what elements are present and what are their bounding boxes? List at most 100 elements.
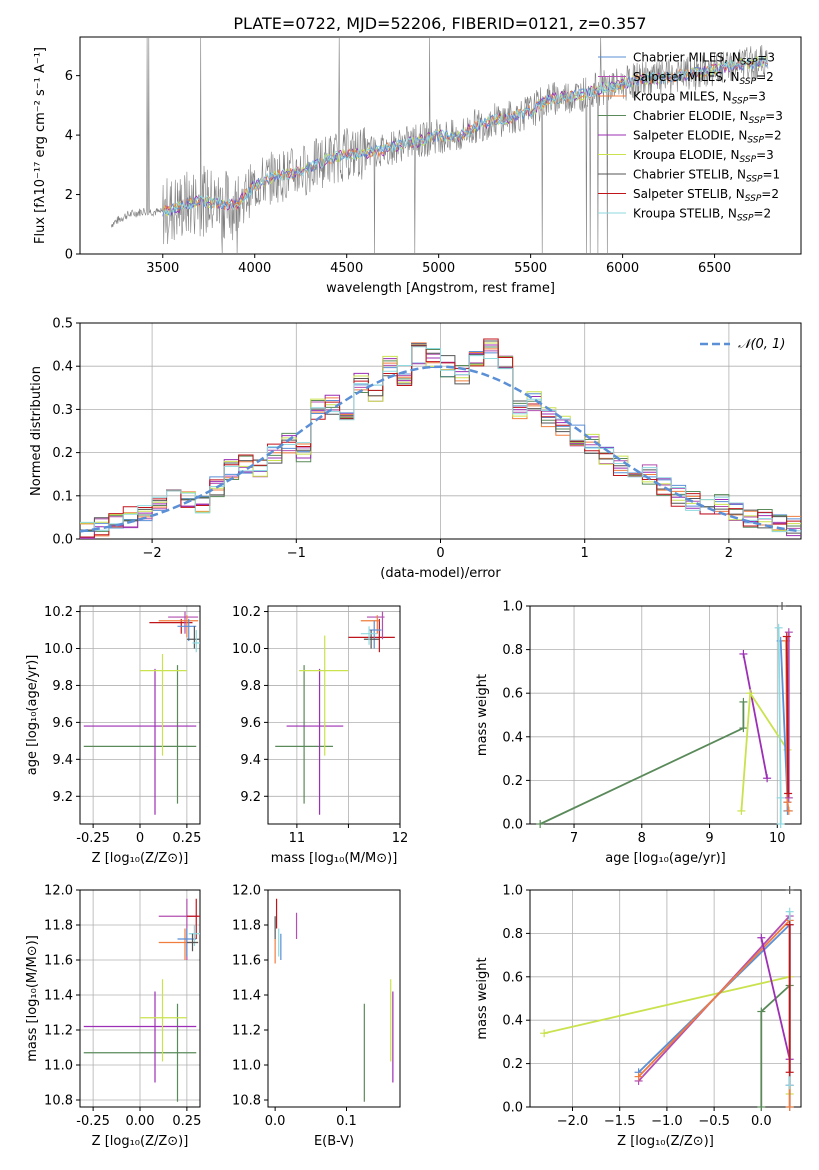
y-tick-label: 0.8 — [502, 927, 523, 942]
model-spectrum-kroupa_miles — [162, 57, 768, 213]
legend-label-chabrier_stelib: Chabrier STELIB, NSSP=1 — [633, 168, 780, 185]
x-tick-label: 0.25 — [172, 1114, 201, 1129]
x-tick-label: −1.5 — [604, 1114, 636, 1129]
y-axis-label: mass weight — [475, 957, 490, 1039]
x-axis-label: Z [log₁₀(Z/Z⊙)] — [617, 1134, 714, 1149]
x-tick-label: -0.25 — [76, 831, 110, 846]
x-axis-label: (data-model)/error — [380, 566, 501, 581]
x-tick-label: −2 — [143, 546, 162, 561]
y-tick-label: 12.0 — [232, 884, 261, 899]
y-tick-label: 10.2 — [44, 605, 73, 620]
chart-mass_vs_Z: -0.25 0.00 0.25 10.8 11.0 11.2 11.4 11.6 11.8 12.… — [25, 884, 201, 1150]
axes-frame — [267, 605, 401, 825]
y-axis-label: Normed distribution — [29, 366, 44, 496]
y-tick-label: 11.2 — [44, 1024, 73, 1039]
y-tick-label: 10.2 — [232, 605, 261, 620]
y-tick-label: 1.0 — [502, 600, 523, 615]
weight-line-chabrier_elodie — [760, 984, 791, 1107]
weight-line-salpeter_elodie — [760, 937, 791, 1060]
x-tick-label: 5500 — [514, 261, 547, 276]
axes-frame — [529, 605, 802, 825]
y-tick-label: 9.6 — [52, 716, 73, 731]
x-tick-label: 1 — [581, 546, 589, 561]
x-tick-label: −1 — [287, 546, 306, 561]
y-tick-label: 0.4 — [52, 360, 73, 375]
legend-label-kroupa_miles: Kroupa MILES, NSSP=3 — [633, 90, 766, 107]
axes-frame — [529, 889, 802, 1108]
x-axis-label: Z [log₁₀(Z/Z⊙)] — [92, 1134, 189, 1149]
y-tick-label: 10.8 — [44, 1094, 73, 1109]
weight-line-salpeter_stelib — [785, 636, 789, 794]
x-tick-label: 0 — [136, 831, 144, 846]
axes-frame — [79, 36, 802, 255]
chart-mass_vs_ebv: 0.0 0.1 10.8 11.0 11.2 11.4 11.6 11.8 12.0 E(B-V) — [232, 884, 401, 1149]
y-tick-label: 0.1 — [52, 489, 73, 504]
legend-label-salpeter_miles: Salpeter MILES, NSSP=2 — [633, 70, 774, 87]
x-tick-label: 0.0 — [265, 1114, 286, 1129]
y-tick-label: 0.4 — [502, 730, 523, 745]
y-tick-label: 0 — [65, 248, 73, 263]
y-tick-label: 0.2 — [52, 446, 73, 461]
x-tick-label: 0.0 — [751, 1114, 772, 1129]
y-tick-label: 0.2 — [502, 774, 523, 789]
x-tick-label: −2.0 — [557, 1114, 589, 1129]
x-tick-label: 5000 — [422, 261, 455, 276]
y-axis-label: age [log₁₀(age/yr)] — [25, 655, 40, 776]
x-axis-label: mass [log₁₀(M/M⊙)] — [271, 851, 398, 866]
x-tick-label: 8 — [638, 831, 646, 846]
y-tick-label: 11.4 — [44, 989, 73, 1004]
y-tick-label: 11.8 — [44, 919, 73, 934]
x-tick-label: 11 — [289, 831, 306, 846]
chart-weight_vs_age: 7 8 9 10 0.0 0.2 0.4 0.6 0.8 1.0 age [log₁₀(age/yr… — [475, 600, 802, 866]
weight-line-salpeter_elodie — [742, 653, 768, 779]
y-tick-label: 9.4 — [240, 753, 261, 768]
y-axis-label: mass [log₁₀(M/M⊙)] — [25, 935, 40, 1062]
y-tick-label: 11.0 — [232, 1059, 261, 1074]
legend-label-salpeter_elodie: Salpeter ELODIE, NSSP=2 — [633, 129, 782, 146]
x-tick-label: 0.25 — [172, 831, 201, 846]
x-tick-label: 3500 — [146, 261, 179, 276]
model-spectrum-chabrier_miles — [162, 57, 768, 217]
y-tick-label: 0.6 — [502, 687, 523, 702]
axes-frame — [267, 889, 401, 1108]
y-tick-label: 0.0 — [52, 533, 73, 548]
y-tick-label: 0.0 — [502, 818, 523, 833]
x-tick-label: 0 — [436, 546, 444, 561]
y-axis-label: Flux [fλ10⁻¹⁷ erg cm⁻² s⁻¹ A⁻¹] — [33, 47, 48, 244]
x-tick-label: 0.00 — [126, 1114, 155, 1129]
y-tick-label: 9.2 — [240, 790, 261, 805]
legend-label-chabrier_elodie: Chabrier ELODIE, NSSP=3 — [633, 109, 783, 126]
y-tick-label: 11.8 — [232, 919, 261, 934]
y-axis-label: mass weight — [475, 674, 490, 756]
x-tick-label: 10 — [769, 831, 786, 846]
x-tick-label: −0.5 — [698, 1114, 730, 1129]
histogram-kroupa_stelib — [80, 346, 801, 533]
y-tick-label: 12.0 — [44, 884, 73, 899]
y-tick-label: 0.3 — [52, 403, 73, 418]
legend-label-chabrier_miles: Chabrier MILES, NSSP=3 — [633, 51, 775, 68]
y-tick-label: 9.6 — [240, 716, 261, 731]
y-tick-label: 11.6 — [232, 954, 261, 969]
y-tick-label: 0.4 — [502, 1014, 523, 1029]
x-tick-label: 7 — [570, 831, 578, 846]
y-tick-label: 4 — [65, 129, 73, 144]
x-tick-label: 9 — [705, 831, 713, 846]
x-axis-label: E(B-V) — [314, 1134, 354, 1149]
y-tick-label: 11.4 — [232, 989, 261, 1004]
y-tick-label: 9.4 — [52, 753, 73, 768]
legend: Chabrier MILES, NSSP=3 Salpeter MILES, NS… — [598, 51, 783, 224]
x-tick-label: 6500 — [698, 261, 731, 276]
x-tick-label: 6000 — [606, 261, 639, 276]
y-tick-label: 11.2 — [232, 1024, 261, 1039]
x-tick-label: 4500 — [330, 261, 363, 276]
y-tick-label: 2 — [65, 188, 73, 203]
y-tick-label: 11.0 — [44, 1059, 73, 1074]
legend-label-kroupa_stelib: Kroupa STELIB, NSSP=2 — [633, 207, 771, 224]
x-tick-label: 4000 — [238, 261, 271, 276]
x-tick-label: 2 — [725, 546, 733, 561]
chart-spectrum: 3500 4000 4500 5000 5500 6000 6500 0 2 4 6 waveleng… — [33, 36, 802, 296]
y-tick-label: 9.8 — [52, 679, 73, 694]
x-axis-label: wavelength [Angstrom, rest frame] — [326, 281, 555, 296]
y-tick-label: 0.2 — [502, 1057, 523, 1072]
y-tick-label: 10.0 — [44, 642, 73, 657]
